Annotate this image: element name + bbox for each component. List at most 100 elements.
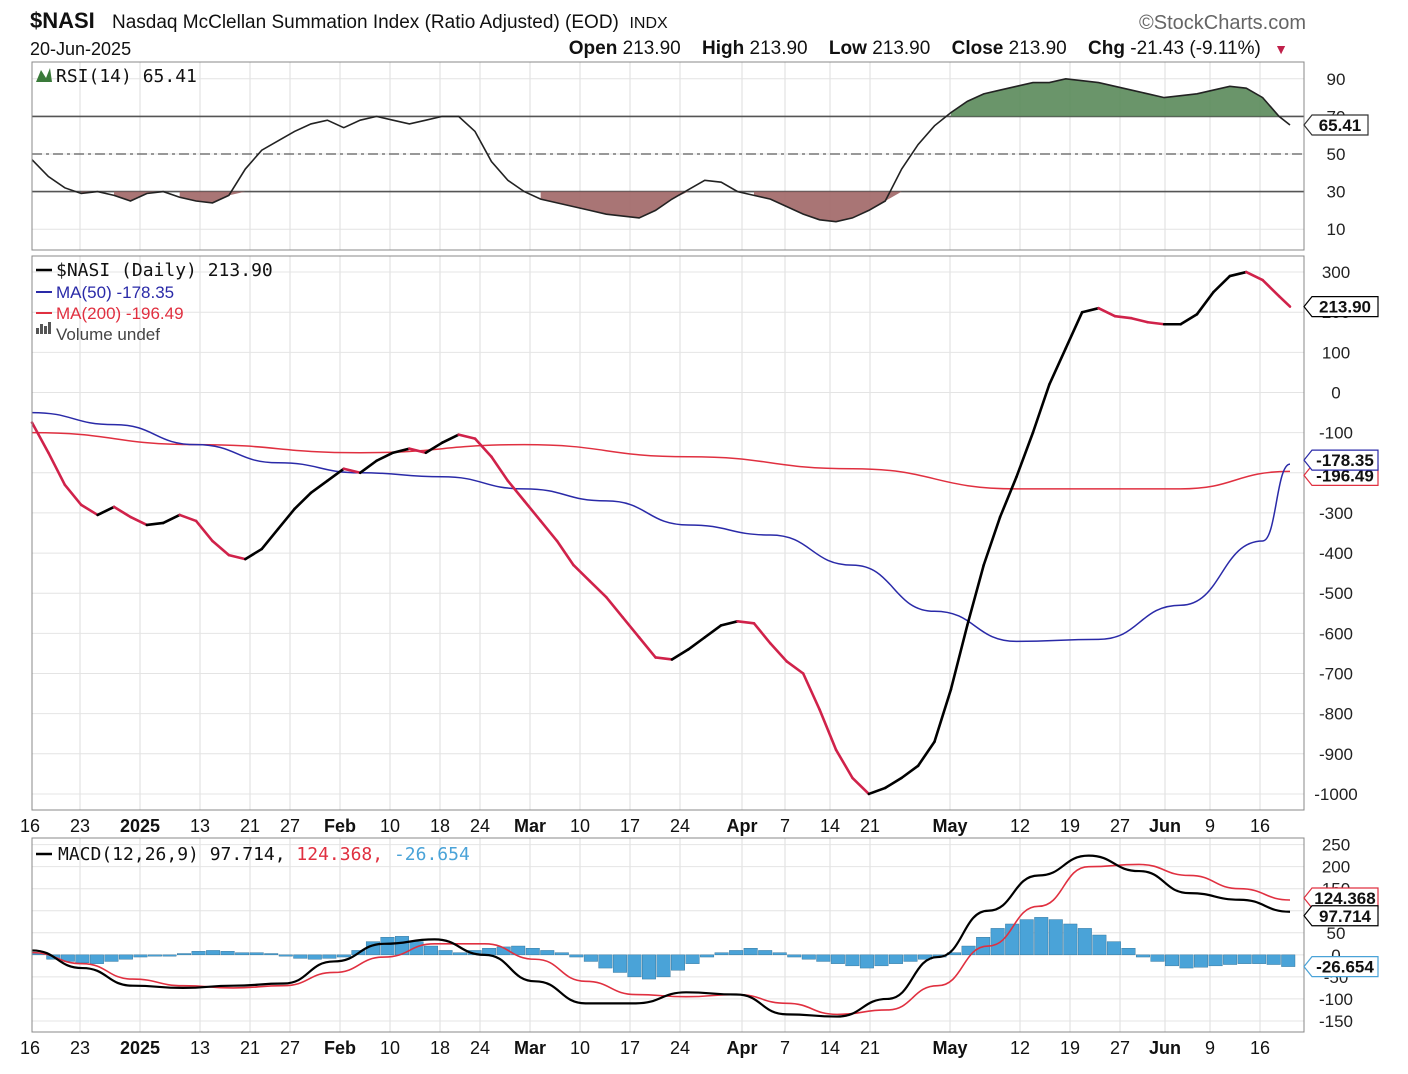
macd-hist-bar [583, 954, 598, 962]
brand-logo[interactable]: ©StockCharts.com [1138, 12, 1306, 34]
x-tick-label: 13 [190, 1038, 210, 1058]
macd-hist-bar [1135, 954, 1150, 958]
ohlc-readout: Open 213.90 High 213.90 Low 213.90 Close… [568, 38, 1288, 59]
nasi-segment [555, 539, 575, 567]
nasi-segment [1015, 431, 1035, 479]
nasi-segment [145, 521, 165, 527]
nasi-segment [309, 479, 329, 495]
nasi-segment [408, 447, 428, 455]
nasi-segment [211, 539, 231, 557]
x-tick-label: May [932, 1038, 967, 1058]
macd-signal-line [31, 863, 1291, 1016]
macd-hist-bar [1034, 917, 1049, 956]
x-tick-label: 17 [620, 1038, 640, 1058]
volume-legend-icon [40, 324, 43, 334]
y-tick-label: -700 [1319, 665, 1353, 684]
x-tick-label: 27 [1110, 1038, 1130, 1058]
nasi-segment [867, 786, 887, 796]
macd-signal-last-value: 124.368 [1314, 889, 1375, 908]
y-tick-label: -100 [1319, 424, 1353, 443]
nasi-segment [736, 620, 756, 625]
y-tick-label: -150 [1319, 1012, 1353, 1031]
macd-hist-bar [612, 954, 627, 973]
macd-hist-bar [540, 950, 555, 956]
macd-signal-last-value-box [1303, 887, 1379, 909]
x-tick-label: 23 [70, 816, 90, 836]
x-tick-label: Feb [324, 816, 356, 836]
nasi-segment [965, 563, 986, 627]
macd-hist-bar [220, 951, 235, 956]
ma200-line [31, 431, 1291, 490]
y-tick-label: 300 [1322, 263, 1350, 282]
macd-hist-bar [859, 954, 874, 969]
macd-hist-bar [816, 954, 831, 962]
y-tick-label: 90 [1327, 70, 1346, 89]
x-tick-label: May [932, 816, 967, 836]
nasi-segment [1130, 316, 1150, 324]
x-tick-label: 16 [20, 816, 40, 836]
x-tick-label: 27 [280, 816, 300, 836]
nasi-segment [522, 499, 542, 523]
nasi-segment [1212, 274, 1232, 294]
nasi-segment [244, 547, 264, 561]
x-tick-label: 27 [1110, 816, 1130, 836]
macd-hist-bar [569, 954, 584, 958]
x-tick-label: Feb [324, 1038, 356, 1058]
x-tick-label: 10 [570, 1038, 590, 1058]
nasi-segment [1080, 306, 1100, 314]
macd-hist-bar [874, 954, 889, 967]
y-tick-label: -300 [1319, 504, 1353, 523]
nasi-segment [572, 563, 592, 583]
nasi-segment [1261, 278, 1281, 298]
nasi-segment [801, 672, 821, 711]
macd-hist-bar [700, 954, 715, 958]
nasi-segment [1195, 290, 1215, 316]
x-tick-label: 2025 [120, 1038, 160, 1058]
nasi-segment [194, 519, 214, 543]
macd-hist-bar [1092, 934, 1107, 956]
macd-hist-bar [671, 954, 685, 971]
macd-hist-bar [743, 948, 758, 956]
y-tick-label: 50 [1327, 924, 1346, 943]
macd-hist-bar [293, 954, 308, 959]
nasi-segment [342, 467, 362, 475]
macd-hist-bar [336, 954, 351, 958]
macd-hist-bar [235, 952, 250, 956]
nasi-segment [358, 459, 378, 475]
nasi-segment [1064, 310, 1084, 350]
macd-hist-bar [104, 954, 119, 962]
y-tick-label: 250 [1322, 836, 1350, 855]
x-tick-label: 19 [1060, 816, 1080, 836]
macd-legend-label: MACD(12,26,9) 97.714, [58, 844, 286, 865]
macd-hist-bar [148, 954, 162, 957]
nasi-segment [79, 503, 99, 517]
macd-hist-bar [1266, 954, 1281, 965]
x-tick-label: 21 [860, 1038, 880, 1058]
macd-hist-bar [1208, 954, 1223, 967]
macd-hist-bar [801, 954, 816, 960]
nasi-segment [1113, 314, 1133, 320]
volume-legend-icon [44, 326, 47, 334]
macd-hist-bar [322, 954, 337, 959]
x-tick-label: 10 [570, 816, 590, 836]
y-tick-label: 10 [1327, 220, 1346, 239]
nasi-segment [490, 455, 510, 483]
macd-hist-bar [264, 953, 279, 956]
nasi-segment [900, 764, 920, 780]
nasi-segment [424, 441, 444, 455]
x-tick-label: 18 [430, 816, 450, 836]
macd-hist-bar [845, 954, 860, 967]
nasi-segment [654, 656, 674, 661]
macd-last-value-box [1303, 905, 1379, 927]
rsi-last-value: 65.41 [1319, 116, 1362, 135]
x-tick-label: 16 [1250, 816, 1270, 836]
nasi-segment [293, 491, 313, 511]
macd-hist-bar [1077, 928, 1092, 956]
x-tick-label: Jun [1149, 816, 1181, 836]
x-tick-label: 2025 [120, 816, 160, 836]
nasi-segment [63, 483, 83, 507]
nasi-segment [1146, 320, 1166, 326]
nasi-segment [719, 620, 739, 627]
x-tick-label: 23 [70, 1038, 90, 1058]
